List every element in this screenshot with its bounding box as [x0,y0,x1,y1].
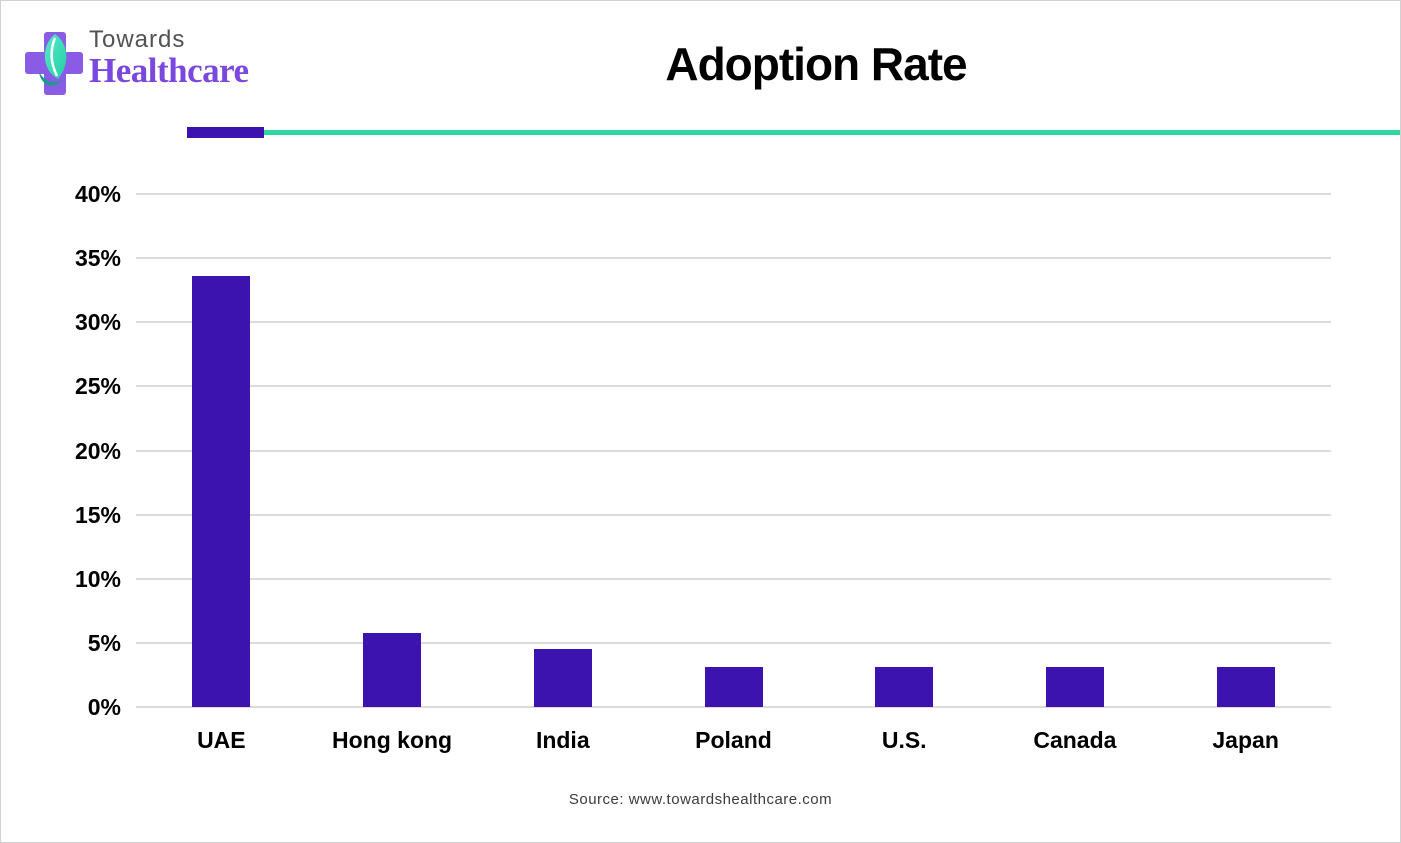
bar-chart: 0% 5% 10% 15% 20% 25% 30% 35% 40% UAE Hong kong Ind… [1,146,1400,753]
gridline [136,641,1331,644]
y-axis-tick-label: 30% [74,309,121,336]
gridline [136,257,1331,260]
bar-hong-kong [363,632,422,707]
y-axis-tick-label: 25% [74,373,121,400]
bar-u-s- [875,667,934,707]
logo-text: Towards Healthcare [89,27,249,89]
leaf-vein [50,37,59,77]
y-axis-tick-label: 0% [87,694,121,720]
y-axis-tick-label: 35% [74,245,121,272]
y-axis-tick-label: 15% [74,501,121,528]
bar-canada [1045,667,1104,707]
x-axis-category-label: Canada [1033,727,1117,753]
bar-india [533,649,592,707]
x-axis-category-label: Poland [695,727,772,753]
bar-uae [192,276,251,707]
medical-cross-leaf-icon [25,32,83,95]
gridline [136,706,1331,708]
leaf-swoosh [39,72,62,86]
x-axis-category-label: Japan [1212,727,1279,753]
y-axis-tick-label: 10% [74,565,121,592]
source-caption: Source: www.towardshealthcare.com [568,791,833,808]
y-axis-tick-label: 5% [87,629,121,656]
gridline [136,385,1331,388]
x-axis-category-label: U.S. [881,727,927,753]
x-axis-category-label: UAE [197,727,246,753]
gridline [136,193,1331,195]
divider-teal-line [264,130,1400,135]
bar-poland [704,667,763,707]
logo-line2: Healthcare [89,51,249,90]
gridline [136,321,1331,324]
x-axis-category-label: India [535,727,590,753]
towards-healthcare-logo: Towards Healthcare [25,27,249,97]
leaf-icon [44,34,67,79]
chart-title: Adoption Rate [665,38,967,90]
gridline [136,513,1331,516]
gridline [136,577,1331,580]
x-axis-category-label: Hong kong [332,727,453,753]
bar-japan [1216,667,1275,707]
y-axis-tick-label: 20% [74,437,121,464]
divider-purple-segment [187,127,264,138]
logo-mark [25,31,85,97]
logo-line1: Towards [89,26,186,53]
y-axis-tick-label: 40% [74,181,121,207]
gridline [136,449,1331,452]
